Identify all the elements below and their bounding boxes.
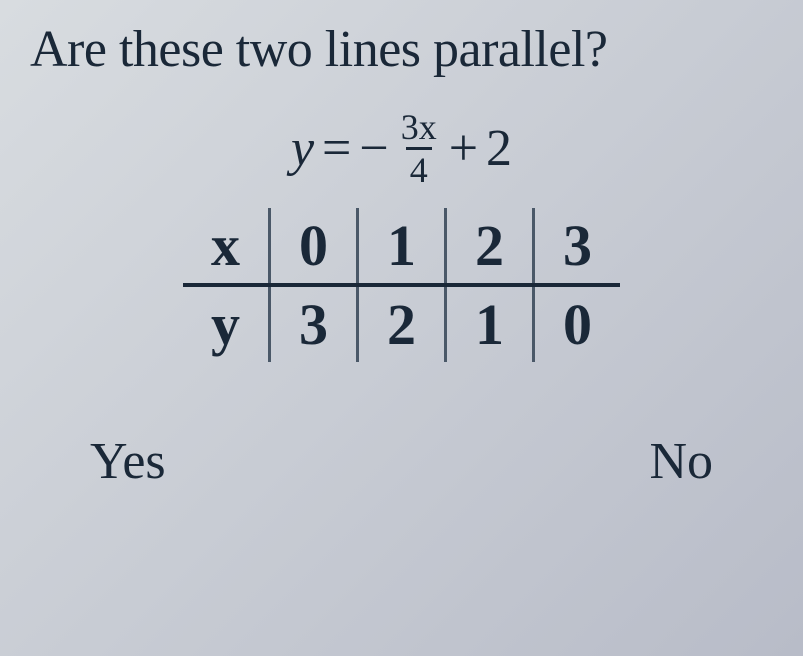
answer-no[interactable]: No — [649, 432, 713, 491]
x-value-3: 3 — [534, 208, 621, 285]
y-value-3: 0 — [534, 285, 621, 362]
question-container: Are these two lines parallel? y = − 3x 4… — [0, 0, 803, 511]
answer-yes[interactable]: Yes — [90, 432, 166, 491]
y-value-2: 1 — [446, 285, 534, 362]
table-row-y: y 3 2 1 0 — [183, 285, 620, 362]
x-value-0: 0 — [270, 208, 358, 285]
equation-plus: + — [449, 119, 478, 178]
y-value-0: 3 — [270, 285, 358, 362]
x-value-1: 1 — [358, 208, 446, 285]
equation-fraction: 3x 4 — [397, 109, 441, 188]
fraction-denominator: 4 — [406, 147, 432, 188]
x-value-2: 2 — [446, 208, 534, 285]
xy-table: x 0 1 2 3 y 3 2 1 0 — [183, 208, 620, 362]
equation-constant: 2 — [486, 119, 512, 178]
equation: y = − 3x 4 + 2 — [30, 109, 773, 188]
equation-lhs: y — [291, 119, 314, 178]
question-text: Are these two lines parallel? — [30, 20, 773, 79]
x-label: x — [183, 208, 270, 285]
equation-minus: − — [359, 119, 388, 178]
fraction-numerator: 3x — [397, 109, 441, 147]
table-row-x: x 0 1 2 3 — [183, 208, 620, 285]
y-label: y — [183, 285, 270, 362]
y-value-1: 2 — [358, 285, 446, 362]
answer-options: Yes No — [30, 432, 773, 491]
table-wrapper: x 0 1 2 3 y 3 2 1 0 — [30, 208, 773, 362]
equation-equals: = — [322, 119, 351, 178]
